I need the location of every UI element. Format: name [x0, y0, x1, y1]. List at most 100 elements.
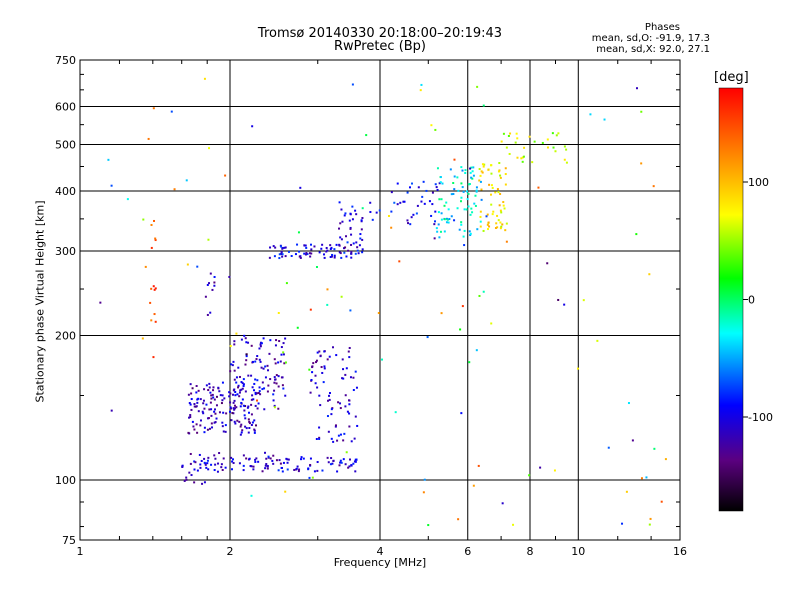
data-point — [239, 389, 242, 392]
data-point — [307, 467, 310, 470]
data-point — [505, 222, 508, 225]
data-point — [640, 477, 643, 480]
data-point — [254, 404, 257, 407]
data-point — [231, 411, 234, 414]
data-point — [228, 391, 231, 394]
data-point — [240, 401, 243, 404]
data-point — [262, 337, 265, 340]
data-point — [257, 392, 260, 395]
data-point — [490, 172, 493, 175]
data-point — [341, 358, 344, 361]
data-point — [435, 186, 438, 189]
data-point — [229, 392, 232, 395]
data-point — [336, 439, 339, 442]
data-point — [352, 462, 355, 465]
data-point — [255, 358, 258, 361]
data-point — [648, 273, 651, 276]
data-point — [421, 195, 424, 198]
chart-title: Tromsø 20140330 20:18:00–20:19:43 — [257, 26, 503, 41]
data-point — [280, 245, 283, 248]
data-point — [635, 87, 638, 90]
data-point — [264, 376, 267, 379]
data-point — [208, 147, 211, 150]
data-point — [438, 182, 441, 185]
data-point — [192, 425, 195, 428]
data-point — [478, 168, 481, 171]
data-point — [640, 110, 643, 113]
data-point — [477, 464, 480, 467]
data-point — [482, 104, 485, 107]
data-point — [347, 249, 350, 252]
data-point — [251, 421, 254, 424]
data-point — [325, 250, 328, 253]
data-point — [328, 398, 331, 401]
data-point — [470, 207, 473, 210]
data-point — [244, 363, 247, 366]
data-point — [246, 406, 249, 409]
data-point — [275, 374, 278, 377]
data-point — [361, 207, 364, 210]
data-point — [345, 451, 348, 454]
data-point — [185, 179, 188, 182]
data-point — [339, 433, 342, 436]
data-point — [443, 204, 446, 207]
data-point — [297, 231, 300, 234]
data-point — [203, 407, 206, 410]
data-point — [469, 171, 472, 174]
data-point — [253, 419, 256, 422]
data-point — [339, 459, 342, 462]
data-point — [490, 203, 493, 206]
data-point — [294, 253, 297, 256]
data-point — [309, 457, 312, 460]
data-point — [277, 311, 280, 314]
data-point — [233, 408, 236, 411]
data-point — [284, 246, 287, 249]
data-point — [258, 386, 261, 389]
data-point — [512, 523, 515, 526]
data-point — [437, 223, 440, 226]
data-point — [339, 252, 342, 255]
y-tick-label: 75 — [62, 534, 76, 547]
data-point — [326, 415, 329, 418]
data-point — [490, 193, 493, 196]
data-point — [242, 385, 245, 388]
data-point — [498, 204, 501, 207]
data-point — [229, 370, 232, 373]
data-point — [419, 89, 422, 92]
data-point — [352, 242, 355, 245]
data-point — [489, 164, 492, 167]
data-point — [236, 393, 239, 396]
data-point — [193, 460, 196, 463]
data-point — [450, 215, 453, 218]
data-point — [660, 500, 663, 503]
data-point — [250, 398, 253, 401]
colorbar-tick-label: 0 — [748, 294, 755, 307]
data-point — [473, 202, 476, 205]
data-point — [345, 367, 348, 370]
data-point — [640, 162, 643, 165]
data-point — [154, 239, 157, 242]
data-point — [406, 219, 409, 222]
data-point — [453, 175, 456, 178]
data-point — [502, 204, 505, 207]
data-point — [277, 361, 280, 364]
data-point — [361, 238, 364, 241]
data-point — [247, 418, 250, 421]
data-point — [305, 246, 308, 249]
data-point — [251, 394, 254, 397]
data-point — [469, 232, 472, 235]
data-point — [488, 225, 491, 228]
data-point — [355, 213, 358, 216]
data-point — [487, 168, 490, 171]
data-point — [326, 303, 329, 306]
data-point — [499, 192, 502, 195]
data-point — [250, 465, 253, 468]
data-point — [351, 205, 354, 208]
data-point — [348, 458, 351, 461]
data-point — [203, 77, 206, 80]
data-point — [213, 275, 216, 278]
data-point — [321, 469, 324, 472]
data-point — [348, 412, 351, 415]
data-point — [467, 183, 470, 186]
data-point — [482, 165, 485, 168]
